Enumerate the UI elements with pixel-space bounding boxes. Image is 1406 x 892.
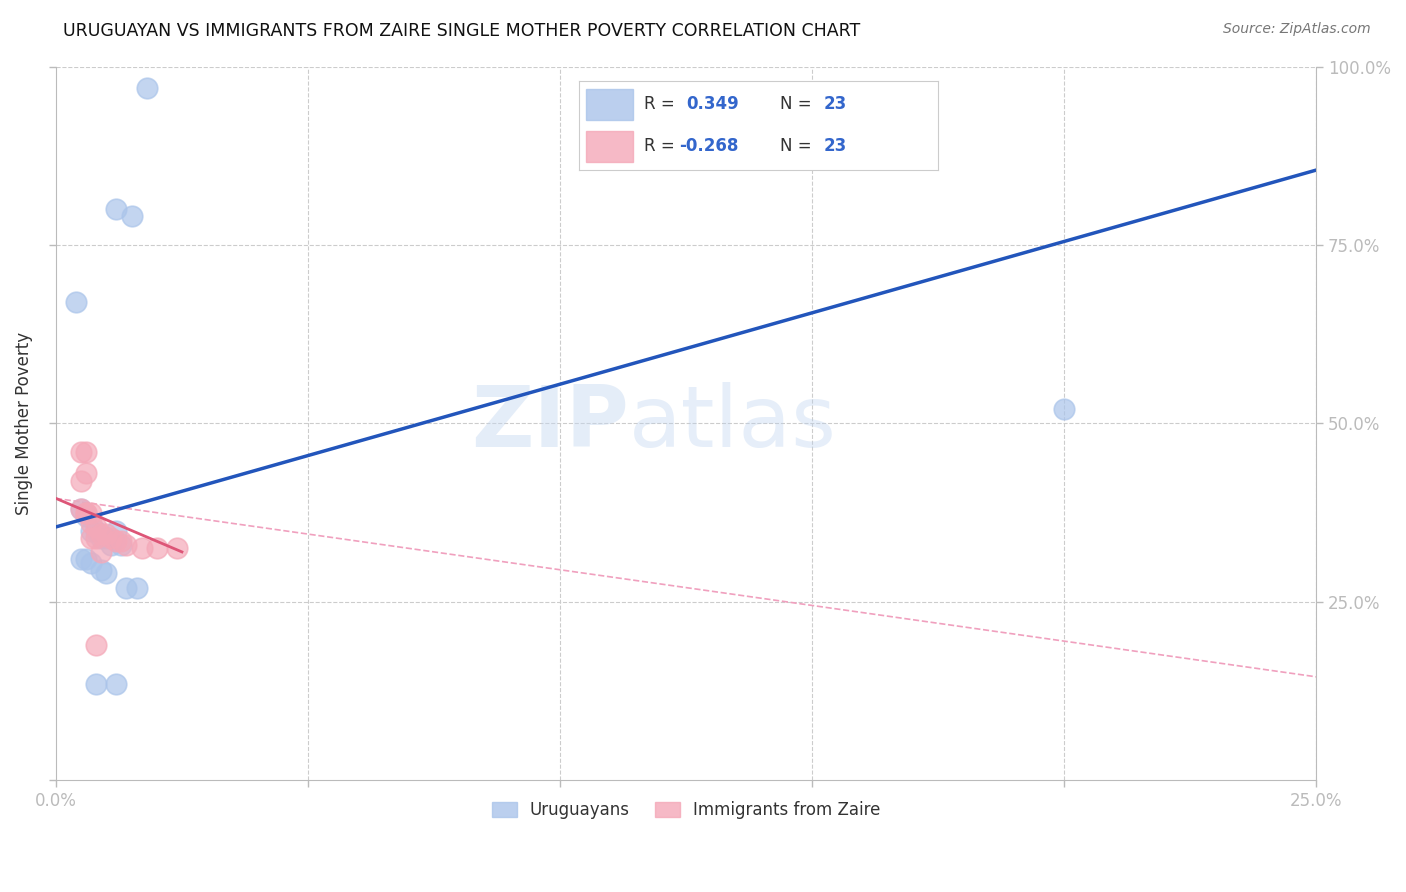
Point [135, 81, 157, 95]
Point [75, 506, 97, 520]
Point [110, 534, 132, 549]
Point [100, 538, 122, 552]
Point [115, 581, 138, 595]
Point [96, 531, 118, 545]
Point [105, 677, 128, 691]
Text: URUGUAYAN VS IMMIGRANTS FROM ZAIRE SINGLE MOTHER POVERTY CORRELATION CHART: URUGUAYAN VS IMMIGRANTS FROM ZAIRE SINGL… [63, 22, 860, 40]
Point [90, 527, 112, 541]
Text: Source: ZipAtlas.com: Source: ZipAtlas.com [1223, 22, 1371, 37]
Point [84, 524, 107, 538]
Point [90, 531, 112, 545]
Point [105, 534, 128, 549]
Point [80, 524, 103, 538]
Point [90, 545, 112, 559]
Point [1053, 402, 1076, 417]
Y-axis label: Single Mother Poverty: Single Mother Poverty [15, 332, 32, 515]
Point [70, 445, 93, 459]
Point [125, 581, 148, 595]
Point [115, 538, 138, 552]
Point [70, 552, 93, 566]
Point [80, 556, 103, 570]
Point [166, 541, 188, 556]
Point [70, 502, 93, 516]
Point [110, 538, 132, 552]
Point [84, 520, 107, 534]
Point [84, 531, 107, 545]
Point [75, 467, 97, 481]
Point [84, 677, 107, 691]
Point [80, 531, 103, 545]
Point [96, 527, 118, 541]
Point [105, 202, 128, 217]
Point [131, 541, 153, 556]
Point [80, 516, 103, 531]
Point [75, 509, 97, 524]
Point [145, 541, 167, 556]
Point [80, 506, 103, 520]
Text: atlas: atlas [630, 382, 838, 465]
Point [100, 531, 122, 545]
Point [84, 638, 107, 652]
Point [70, 502, 93, 516]
Point [121, 210, 143, 224]
Point [96, 566, 118, 581]
Point [75, 506, 97, 520]
Legend: Uruguayans, Immigrants from Zaire: Uruguayans, Immigrants from Zaire [485, 794, 887, 825]
Point [75, 445, 97, 459]
Point [70, 474, 93, 488]
Point [65, 295, 87, 310]
Point [105, 524, 128, 538]
Point [90, 563, 112, 577]
Point [75, 552, 97, 566]
Text: ZIP: ZIP [471, 382, 630, 465]
